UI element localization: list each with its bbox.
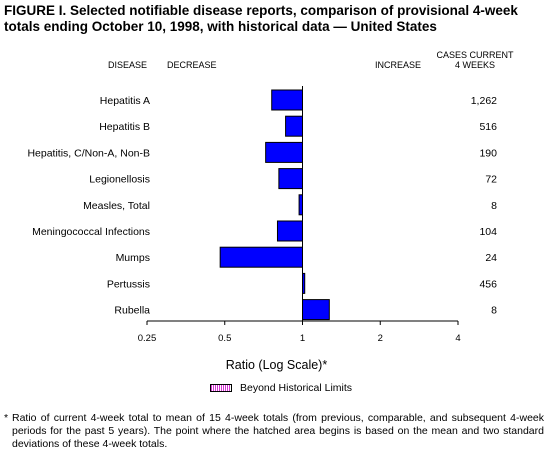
category-label: Hepatitis B [99,121,150,133]
category-label: Measles, Total [83,200,150,212]
category-label: Mumps [116,252,150,264]
x-tick-label: 0.25 [138,333,157,344]
category-label: Legionellosis [89,174,150,186]
x-tick-label: 0.5 [218,333,231,344]
bar [219,246,304,268]
legend-label: Beyond Historical Limits [240,382,353,394]
category-label: Pertussis [107,278,150,290]
footnote-text: Ratio of current 4-week total to mean of… [12,412,544,450]
bar [276,220,304,242]
header-cases-current: CASES CURRENT 4 WEEKS [430,50,520,70]
bar [265,141,304,163]
cases-value: 72 [485,174,497,186]
header-increase: INCREASE [375,60,422,70]
cases-value: 24 [485,252,497,264]
category-label: Hepatitis A [100,95,150,107]
bar-chart: Hepatitis A 1,262 Hepatitis B 516 Hepatitis,… [27,86,497,344]
legend: Beyond Historical Limits [210,382,352,394]
x-tick-label: 1 [300,333,305,344]
bar [298,194,303,216]
header-disease: DISEASE [108,60,148,70]
cases-value: 8 [491,200,497,212]
header-cases-line1: CASES CURRENT [436,50,514,60]
cases-value: 190 [479,147,497,159]
category-label: Meningococcal Infections [32,226,150,238]
footnote: * Ratio of current 4-week total to mean … [4,412,544,451]
header-decrease: DECREASE [167,60,217,70]
legend-hatch-swatch [210,384,232,392]
bar [285,115,304,137]
category-label: Rubella [114,305,150,317]
footnote-mark: * [4,412,9,424]
bar [278,168,304,190]
x-axis-title: Ratio (Log Scale)* [225,358,328,372]
cases-value: 1,262 [471,95,497,107]
cases-value: 8 [491,305,497,317]
x-tick-label: 4 [455,333,460,344]
cases-value: 516 [479,121,497,133]
header-cases-line2: 4 WEEKS [454,60,495,70]
figure-title: FIGURE I. Selected notifiable disease re… [4,3,518,34]
bar [302,299,330,321]
category-label: Hepatitis, C/Non-A, Non-B [27,147,150,159]
bar [271,89,304,111]
x-tick-label: 2 [378,333,383,344]
cases-value: 104 [479,226,497,238]
cases-value: 456 [479,278,497,290]
